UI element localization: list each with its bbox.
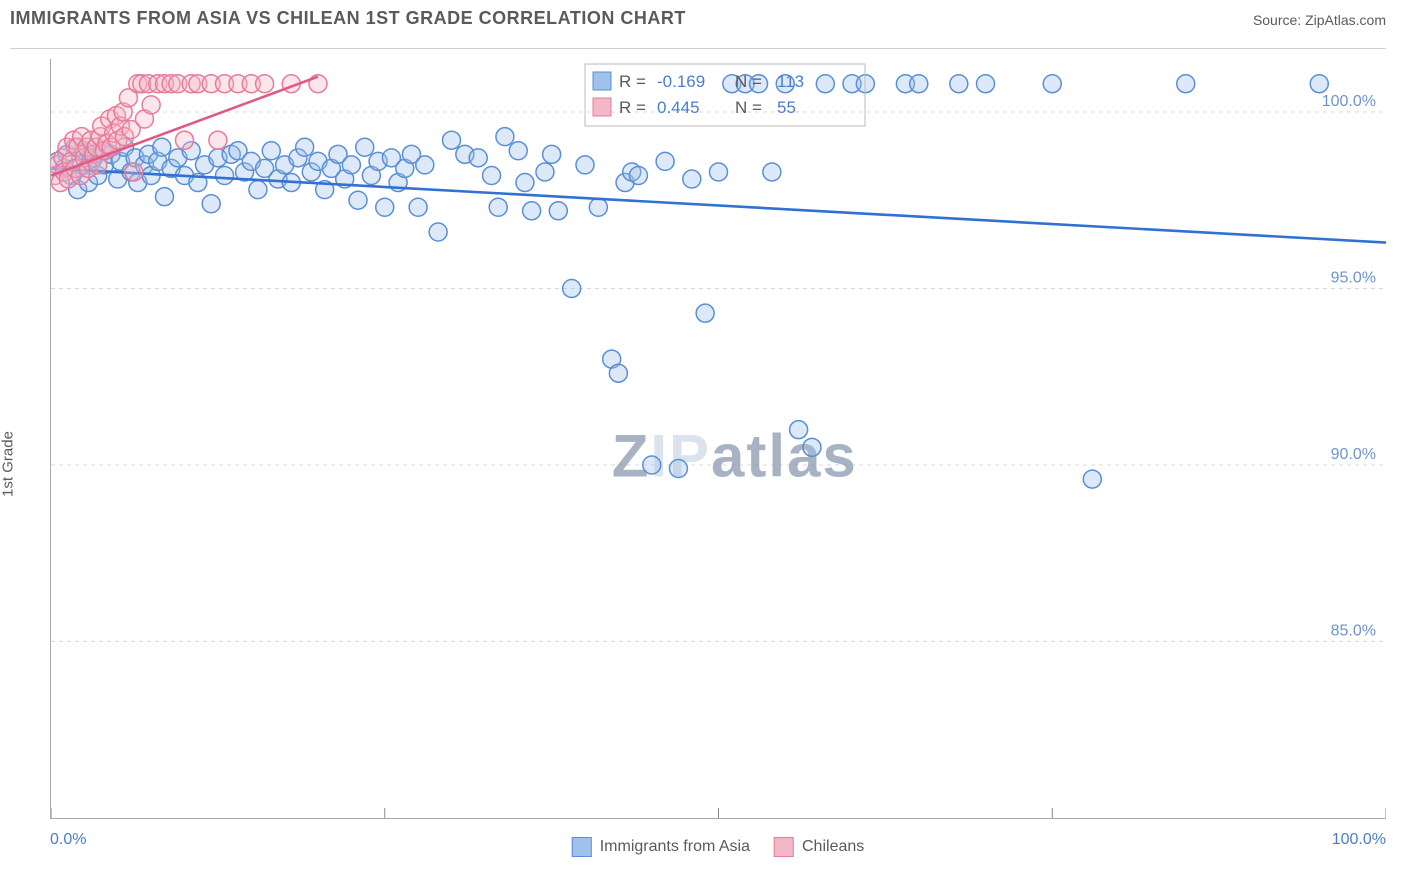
svg-text:90.0%: 90.0% xyxy=(1331,446,1376,463)
scatter-svg: 85.0%90.0%95.0%100.0%ZIPatlasR =-0.169N … xyxy=(51,59,1386,818)
svg-text:55: 55 xyxy=(777,98,796,117)
legend-label: Immigrants from Asia xyxy=(600,838,750,856)
svg-text:113: 113 xyxy=(777,72,804,91)
y-axis-label: 1st Grade xyxy=(0,431,17,497)
svg-text:85.0%: 85.0% xyxy=(1331,622,1376,639)
svg-text:R =: R = xyxy=(619,98,646,117)
svg-text:N =: N = xyxy=(735,72,762,91)
chart-frame: 1st Grade 85.0%90.0%95.0%100.0%ZIPatlasR… xyxy=(10,48,1386,879)
svg-text:0.445: 0.445 xyxy=(657,98,700,117)
svg-text:95.0%: 95.0% xyxy=(1331,269,1376,286)
plot-area: 85.0%90.0%95.0%100.0%ZIPatlasR =-0.169N … xyxy=(50,59,1386,819)
source-label: Source: ZipAtlas.com xyxy=(1253,12,1386,28)
x-max-label: 100.0% xyxy=(1332,831,1386,849)
svg-text:100.0%: 100.0% xyxy=(1322,93,1376,110)
x-min-label: 0.0% xyxy=(50,831,86,849)
legend-swatch xyxy=(572,837,592,857)
legend: Immigrants from Asia Chileans xyxy=(572,837,865,857)
legend-label: Chileans xyxy=(802,838,864,856)
legend-swatch xyxy=(774,837,794,857)
svg-text:N =: N = xyxy=(735,98,762,117)
chart-title: IMMIGRANTS FROM ASIA VS CHILEAN 1ST GRAD… xyxy=(10,8,686,28)
legend-item: Immigrants from Asia xyxy=(572,837,750,857)
svg-text:-0.169: -0.169 xyxy=(657,72,705,91)
x-axis: 0.0% 100.0% Immigrants from Asia Chileans xyxy=(50,824,1386,879)
legend-item: Chileans xyxy=(774,837,864,857)
chart-header: IMMIGRANTS FROM ASIA VS CHILEAN 1ST GRAD… xyxy=(0,0,1406,48)
svg-text:R =: R = xyxy=(619,72,646,91)
